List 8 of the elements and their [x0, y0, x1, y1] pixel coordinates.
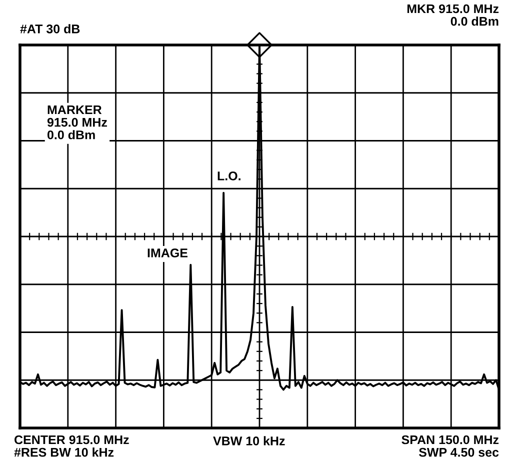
annotation: MARKER 915.0 MHz 0.0 dBm	[47, 105, 107, 140]
annotation: L.O.	[218, 172, 240, 180]
text: #AT 30 dB	[20, 24, 80, 34]
text: CENTER 915.0 MHz #RES BW 10 kHz	[14, 435, 129, 457]
text: SPAN 150.0 MHz SWP 4.50 sec	[402, 435, 499, 457]
text: VBW 10 kHz	[213, 436, 285, 446]
text: MKR 915.0 MHz 0.0 dBm	[407, 4, 499, 26]
annotation: IMAGE	[148, 248, 188, 258]
